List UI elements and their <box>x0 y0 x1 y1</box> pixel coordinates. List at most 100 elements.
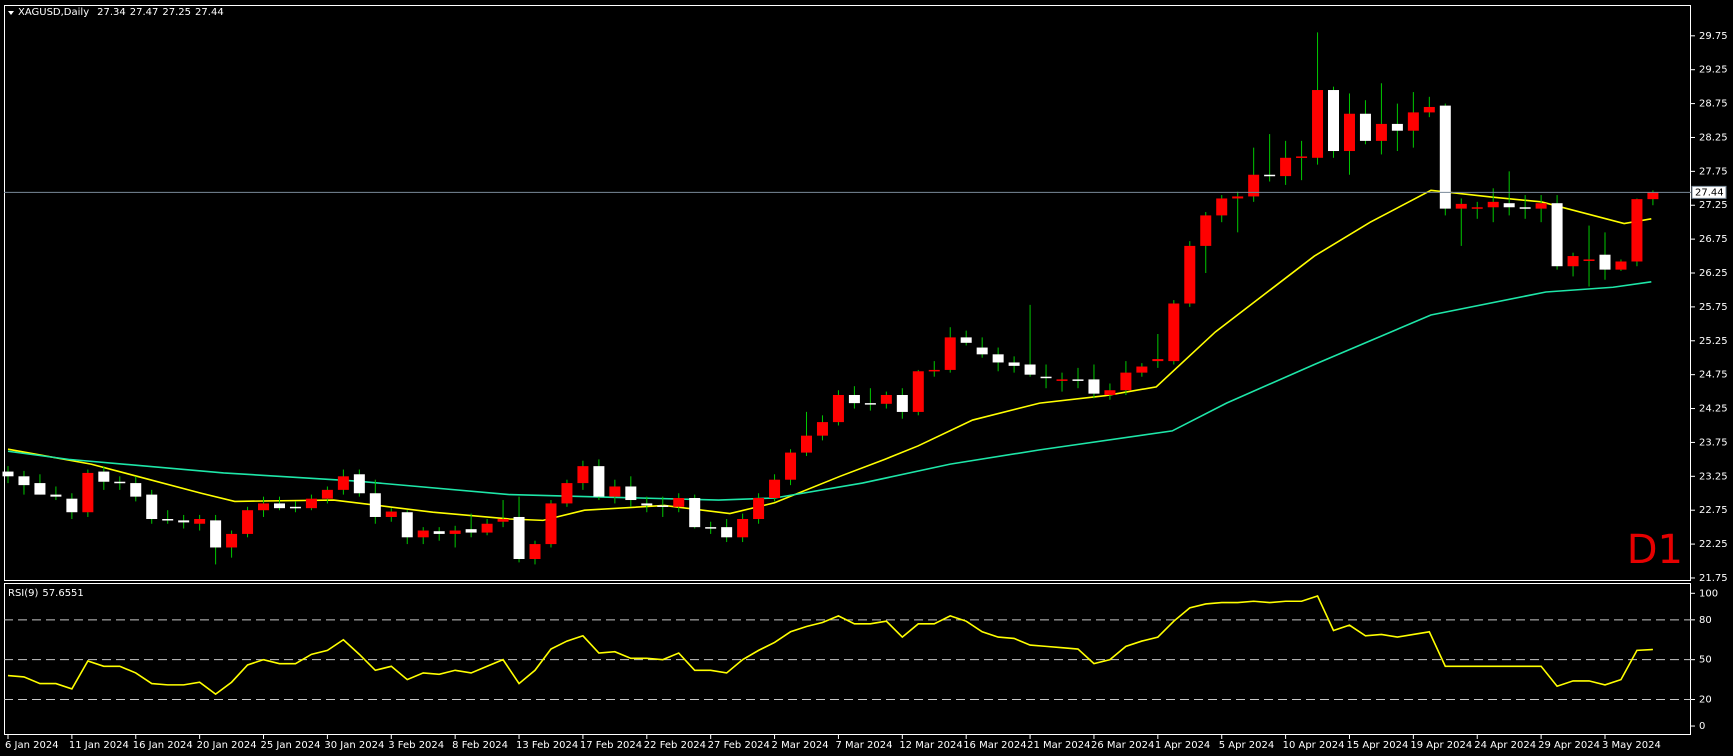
x-tick-label: 16 Mar 2024 <box>963 740 1026 751</box>
candle-body <box>1487 201 1499 208</box>
candle-body <box>625 486 637 501</box>
candle-body <box>545 503 557 545</box>
chart-header: XAGUSD,Daily 27.34 27.47 27.25 27.44 <box>18 7 224 18</box>
candle-body <box>1599 254 1611 270</box>
y-tick-label: 24.25 <box>1699 404 1728 415</box>
x-tick-label: 10 Apr 2024 <box>1283 740 1345 751</box>
x-tick-label: 30 Jan 2024 <box>324 740 384 751</box>
candle-body <box>98 471 110 482</box>
candle-body <box>832 394 844 423</box>
candle-body <box>1551 203 1563 267</box>
x-tick-label: 6 Jan 2024 <box>5 740 59 751</box>
symbol: XAGUSD,Daily <box>18 7 89 18</box>
y-tick-label: 29.75 <box>1699 31 1728 42</box>
candle-body <box>609 486 621 497</box>
y-tick-label: 25.75 <box>1699 302 1728 313</box>
candle-body <box>1375 123 1387 141</box>
candle-body <box>1535 203 1547 209</box>
y-tick-label: 26.75 <box>1699 234 1728 245</box>
x-tick-label: 19 Apr 2024 <box>1410 740 1472 751</box>
candle-body <box>1328 90 1340 152</box>
candle-body <box>1248 174 1260 197</box>
candle-body <box>816 422 828 436</box>
x-tick-label: 27 Feb 2024 <box>708 740 770 751</box>
candle-body <box>1040 376 1052 379</box>
x-tick-label: 29 Apr 2024 <box>1538 740 1600 751</box>
candle-body <box>210 520 222 548</box>
candle-body <box>944 337 956 370</box>
candle-body <box>1056 379 1068 381</box>
ohlc-close: 27.44 <box>195 7 224 18</box>
x-tick-label: 11 Jan 2024 <box>69 740 129 751</box>
candle-body <box>1200 215 1212 246</box>
candle-body <box>481 523 493 533</box>
candle-body <box>66 498 78 513</box>
candle-body <box>1423 106 1435 113</box>
candle-body <box>50 494 62 497</box>
candle-body <box>561 483 573 504</box>
candle-body <box>1136 366 1148 373</box>
candle-body <box>242 510 254 534</box>
x-tick-label: 2 Mar 2024 <box>772 740 829 751</box>
candle-body <box>960 337 972 343</box>
candle-body <box>1184 245 1196 304</box>
candle-body <box>1088 379 1100 394</box>
x-tick-label: 17 Feb 2024 <box>580 740 642 751</box>
candle-body <box>401 512 413 538</box>
menu-arrow <box>8 11 14 15</box>
candle-body <box>529 544 541 559</box>
candle-body <box>785 452 797 480</box>
y-tick-label: 28.25 <box>1699 132 1728 143</box>
moving-average <box>7 189 1652 522</box>
x-tick-label: 24 Apr 2024 <box>1474 740 1536 751</box>
candle-body <box>114 481 126 484</box>
candle-body <box>321 489 333 499</box>
candle-body <box>34 483 46 495</box>
candle-body <box>880 394 892 404</box>
rsi-title: RSI(9) 57.6551 <box>8 588 84 599</box>
candle-body <box>1615 261 1627 270</box>
y-tick-label: 21.75 <box>1699 573 1728 584</box>
y-tick-label: 26.25 <box>1699 268 1728 279</box>
candle-body <box>1312 90 1324 158</box>
ohlc-high: 27.47 <box>130 7 159 18</box>
price-tag-label: 27.44 <box>1695 187 1724 198</box>
main-panel <box>4 5 1691 581</box>
candle-body <box>1072 379 1084 381</box>
rsi-tick-label: 20 <box>1699 694 1712 705</box>
candle-body <box>1455 203 1467 209</box>
candle-body <box>305 498 317 509</box>
candle-body <box>753 498 765 520</box>
candle-body <box>289 506 301 509</box>
candle-body <box>1567 256 1579 267</box>
candle-body <box>1583 259 1595 261</box>
x-tick-label: 22 Feb 2024 <box>644 740 706 751</box>
candle-body <box>577 466 589 484</box>
candle-body <box>513 516 525 559</box>
y-tick-label: 29.25 <box>1699 65 1728 76</box>
candle-body <box>2 471 14 477</box>
rsi-tick-label: 0 <box>1699 721 1705 732</box>
rsi-name: RSI(9) <box>8 588 39 599</box>
x-tick-label: 21 Mar 2024 <box>1027 740 1090 751</box>
candle-body <box>1152 359 1164 362</box>
ohlc-open: 27.34 <box>97 7 126 18</box>
candle-body <box>258 503 270 511</box>
rsi-tick-label: 80 <box>1699 615 1712 626</box>
candle-body <box>1296 156 1308 158</box>
x-tick-label: 15 Apr 2024 <box>1346 740 1408 751</box>
candle-body <box>273 503 285 509</box>
candle-body <box>1471 207 1483 209</box>
candle-body <box>353 474 365 494</box>
candle-body <box>194 519 206 524</box>
candle-body <box>82 472 94 513</box>
candle-body <box>976 347 988 355</box>
candle-body <box>1519 207 1531 209</box>
candle-body <box>1407 112 1419 131</box>
candle-body <box>1280 157 1292 177</box>
candle-body <box>912 371 924 412</box>
candle-body <box>1008 362 1020 366</box>
candle-body <box>1647 192 1659 200</box>
candle-body <box>641 503 653 506</box>
